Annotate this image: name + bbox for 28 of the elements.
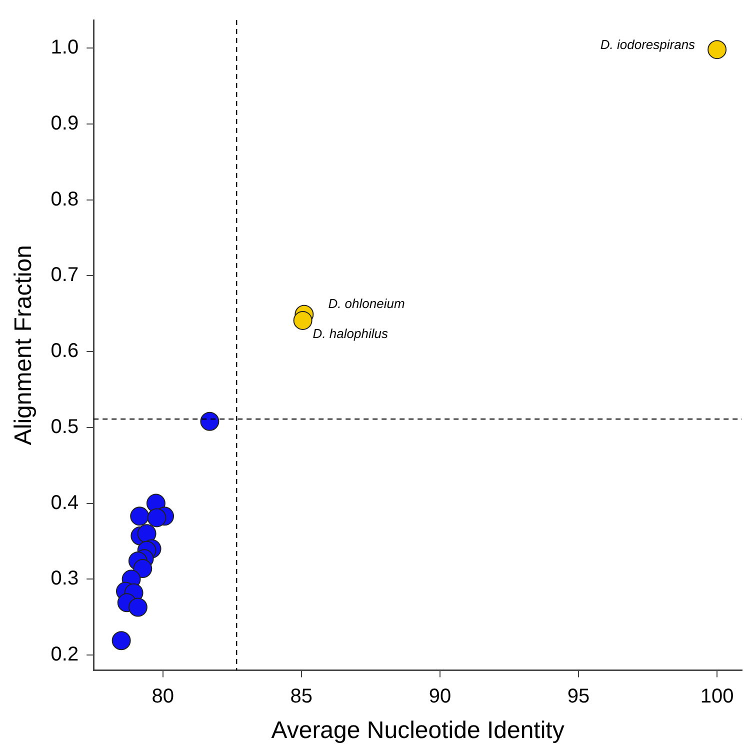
y-tick-label: 0.7 [50,264,79,286]
x-tick-label: 95 [567,686,590,708]
y-tick-label: 0.5 [50,416,79,438]
x-tick-label: 90 [428,686,452,708]
y-tick-label: 0.6 [50,340,79,362]
y-tick-label: 0.3 [50,568,79,590]
point [112,631,131,650]
point [200,412,220,431]
x-tick-label: 80 [152,686,174,708]
point [128,598,148,617]
annotation: D. halophilus [312,326,388,342]
y-tick-label: 0.8 [50,188,79,210]
point [130,506,150,526]
y-tick-label: 1.0 [50,36,79,59]
annotation: D. ohloneium [328,296,405,311]
point [708,40,727,60]
point [147,508,166,528]
x-tick-label: 85 [290,686,313,708]
y-tick-label: 0.4 [50,492,79,514]
y-tick-label: 0.2 [50,644,79,666]
x-tick-label: 100 [700,686,734,708]
y-tick-label: 0.9 [50,112,79,134]
point [293,310,312,330]
x-axis-title: Average Nucleotide Identity [271,717,564,744]
annotation: D. iodorespirans [600,37,696,52]
point [137,524,156,544]
y-axis-title: Alignment Fraction [10,245,38,446]
point [133,559,152,578]
